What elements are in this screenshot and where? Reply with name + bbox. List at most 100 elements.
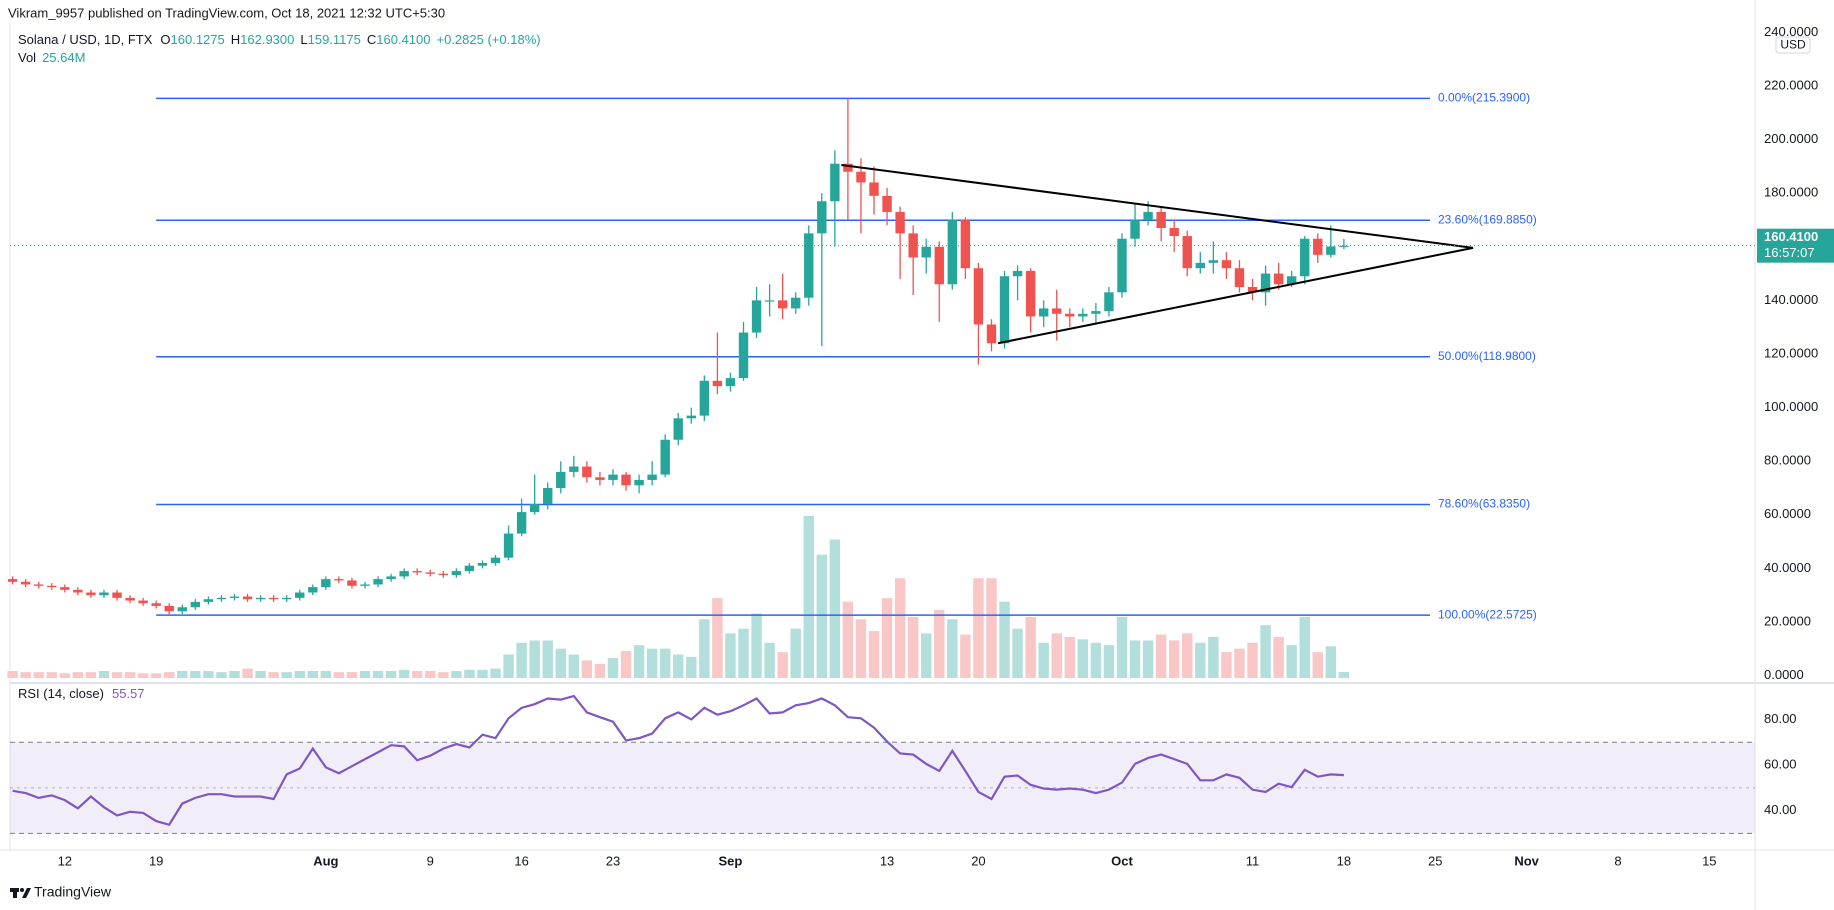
volume-bar bbox=[1038, 642, 1049, 678]
candle-body bbox=[751, 300, 762, 333]
volume-bar bbox=[842, 601, 854, 678]
candle-body bbox=[138, 600, 148, 604]
volume-bar bbox=[1064, 636, 1076, 678]
candle-body bbox=[647, 474, 657, 480]
candle-body bbox=[1091, 311, 1101, 314]
volume-bar bbox=[947, 619, 958, 678]
x-tick-label: 12 bbox=[58, 853, 72, 868]
volume-bar bbox=[1221, 652, 1232, 678]
volume-bar bbox=[72, 672, 84, 678]
candle-body bbox=[529, 504, 540, 513]
volume-bar bbox=[1142, 640, 1154, 678]
x-tick-label: 25 bbox=[1428, 853, 1442, 868]
candle-body bbox=[791, 297, 801, 309]
y-tick-label: 20.0000 bbox=[1764, 613, 1811, 628]
volume-bar bbox=[699, 619, 710, 678]
volume-bar bbox=[346, 672, 358, 678]
volume-bar bbox=[20, 672, 31, 678]
candle-body bbox=[1104, 292, 1114, 312]
volume-bar bbox=[673, 654, 684, 678]
candle-body bbox=[34, 584, 44, 586]
x-tick-label: 23 bbox=[606, 853, 620, 868]
candle-body bbox=[321, 579, 331, 588]
volume-bar bbox=[790, 628, 801, 678]
volume-bar bbox=[816, 554, 828, 678]
currency: USD bbox=[1780, 38, 1806, 52]
volume-bar bbox=[633, 645, 645, 678]
y-tick-label: 120.0000 bbox=[1764, 345, 1818, 360]
candle-body bbox=[464, 565, 475, 572]
volume-bar bbox=[1116, 616, 1128, 678]
change: +0.2825 (+0.18%) bbox=[437, 32, 541, 47]
volume-bar bbox=[294, 670, 305, 678]
volume-bar bbox=[1051, 633, 1062, 678]
candle-body bbox=[190, 601, 201, 608]
volume-bar bbox=[751, 613, 762, 678]
candle-body bbox=[386, 576, 396, 580]
candle-body bbox=[725, 378, 736, 387]
volume-bar bbox=[320, 670, 332, 678]
candle-body bbox=[281, 597, 292, 600]
x-tick-label: 13 bbox=[880, 853, 894, 868]
x-tick-label: 8 bbox=[1614, 853, 1621, 868]
candle-body bbox=[1195, 262, 1206, 269]
volume-bar bbox=[764, 642, 775, 678]
volume-bar bbox=[1299, 616, 1310, 678]
volume-bar bbox=[398, 669, 410, 678]
rsi-title: RSI (14, close) bbox=[18, 686, 104, 701]
candle-body bbox=[425, 572, 435, 574]
candle-body bbox=[804, 233, 814, 298]
volume-bar bbox=[281, 672, 292, 678]
candle-body bbox=[595, 477, 605, 480]
candle-body bbox=[777, 300, 788, 309]
volume-bar bbox=[1260, 625, 1271, 678]
volume-bar bbox=[1247, 642, 1258, 678]
candle-body bbox=[451, 571, 462, 576]
candle-body bbox=[1260, 273, 1271, 293]
fib-label: 23.60%(169.8850) bbox=[1438, 212, 1537, 226]
x-tick-label: 16 bbox=[514, 853, 528, 868]
volume-bar bbox=[568, 654, 580, 678]
x-tick-label: Oct bbox=[1111, 853, 1133, 868]
x-tick-label: 20 bbox=[971, 853, 985, 868]
volume-bar bbox=[1012, 628, 1023, 678]
x-tick-label: Sep bbox=[719, 853, 743, 868]
volume-bar bbox=[1129, 640, 1141, 678]
rsi-value: 55.57 bbox=[112, 686, 145, 701]
candle-body bbox=[1339, 245, 1349, 247]
candle-body bbox=[1169, 228, 1179, 237]
candle-body bbox=[490, 557, 501, 564]
volume-bar bbox=[464, 669, 475, 678]
candle-body bbox=[20, 581, 31, 585]
rsi-tick-label: 40.00 bbox=[1764, 802, 1797, 817]
candle-body bbox=[255, 597, 266, 600]
candle-body bbox=[986, 324, 997, 344]
volume-bar bbox=[894, 578, 906, 678]
candle-body bbox=[608, 474, 618, 480]
volume-bar bbox=[1025, 616, 1036, 678]
volume-bar bbox=[607, 658, 619, 678]
volume-bar bbox=[438, 672, 449, 678]
candle-body bbox=[412, 571, 422, 573]
volume-bar bbox=[1090, 642, 1102, 678]
candle-body bbox=[373, 579, 383, 585]
candle-body bbox=[817, 201, 827, 234]
candle-body bbox=[973, 268, 984, 325]
candle-body bbox=[1234, 268, 1245, 287]
candle-body bbox=[582, 466, 592, 478]
candle-body bbox=[947, 219, 958, 285]
candle-body bbox=[86, 592, 96, 596]
candle-body bbox=[764, 300, 775, 302]
candle-body bbox=[399, 571, 409, 577]
candle-body bbox=[634, 479, 644, 486]
volume-bar bbox=[1103, 645, 1115, 678]
candle-body bbox=[99, 592, 109, 596]
candle-body bbox=[1012, 270, 1023, 277]
volume-bar bbox=[960, 634, 971, 678]
candle-body bbox=[1117, 238, 1127, 293]
volume-bar bbox=[594, 663, 606, 678]
candle-body bbox=[334, 579, 344, 581]
candle-body bbox=[203, 599, 214, 602]
